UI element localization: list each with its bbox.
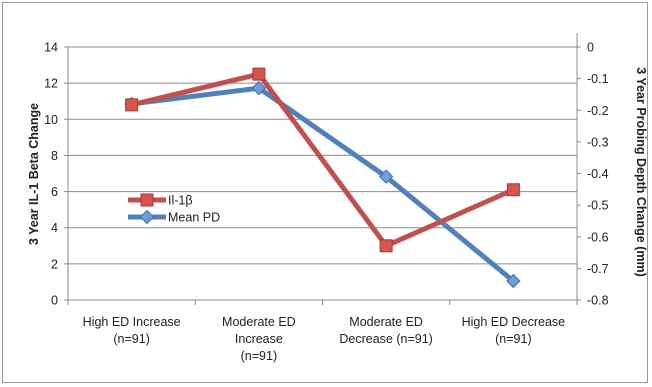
data-point-il1b: [506, 183, 520, 197]
data-point-mean-pd: [378, 169, 394, 184]
category-label-line: Moderate ED: [349, 315, 423, 329]
category-label-line: (n=91): [495, 332, 531, 346]
right-tick-label: -0.8: [587, 294, 609, 308]
series-line-mean-pd: [131, 85, 515, 283]
legend-label: Il-1β: [168, 194, 193, 208]
left-tick-label: 8: [51, 149, 58, 163]
right-tick-label: -0.5: [587, 199, 609, 213]
left-tick-label: 0: [51, 294, 58, 308]
data-point-mean-pd: [251, 80, 267, 96]
category-labels: High ED Increase (n=91) Moderate ED Increas…: [67, 300, 578, 363]
data-point-il1b: [252, 67, 266, 81]
series-lines: [124, 67, 521, 289]
data-point-mean-pd: [506, 273, 521, 289]
right-tick-label: -0.4: [587, 167, 609, 181]
data-point-il1b: [125, 98, 139, 112]
left-tick-label: 12: [44, 77, 58, 91]
left-tick-label: 6: [51, 185, 58, 199]
chart-frame: [2, 2, 648, 383]
category-label: Moderate ED Increase (n=91): [222, 315, 296, 363]
left-axis-ticks: 0 2 4 6 8 10 12 14: [44, 41, 68, 308]
gridlines: [68, 46, 577, 265]
legend-label: Mean PD: [168, 211, 220, 225]
axes: [67, 33, 578, 301]
right-tick-label: 0: [587, 41, 594, 55]
legend-marker-square: [140, 193, 154, 207]
right-tick-label: -0.6: [587, 230, 609, 244]
right-tick-label: -0.1: [587, 72, 609, 86]
series-line-il1b: [131, 71, 515, 249]
category-label-line: Decrease (n=91): [339, 332, 432, 346]
category-label: High ED Decrease (n=91): [462, 315, 566, 346]
category-label: Moderate ED Decrease (n=91): [339, 315, 432, 346]
legend: Il-1β Mean PD: [128, 193, 220, 225]
legend-marker-diamond: [139, 209, 155, 225]
left-tick-label: 2: [51, 257, 58, 271]
left-tick-label: 10: [44, 113, 58, 127]
right-axis-ticks: 0 -0.1 -0.2 -0.3 -0.4 -0.5 -0.6 -0.7 -0.8: [577, 41, 609, 308]
category-label-line: High ED Decrease: [462, 315, 566, 329]
left-axis-title: 3 Year IL-1 Beta Change: [27, 103, 41, 245]
right-tick-label: -0.7: [587, 262, 609, 276]
right-axis-title: 3 Year Probing Depth Change (mm): [634, 67, 648, 277]
data-point-il1b: [379, 239, 393, 253]
left-tick-label: 14: [44, 41, 58, 55]
left-tick-label: 4: [51, 221, 58, 235]
category-label-line: (n=91): [113, 332, 149, 346]
category-label-line: Moderate ED: [222, 315, 296, 329]
category-label: High ED Increase (n=91): [83, 315, 181, 346]
category-label-line: (n=91): [241, 349, 277, 363]
right-tick-label: -0.3: [587, 135, 609, 149]
category-label-line: High ED Increase: [83, 315, 181, 329]
category-label-line: Increase: [235, 332, 283, 346]
right-tick-label: -0.2: [587, 104, 609, 118]
